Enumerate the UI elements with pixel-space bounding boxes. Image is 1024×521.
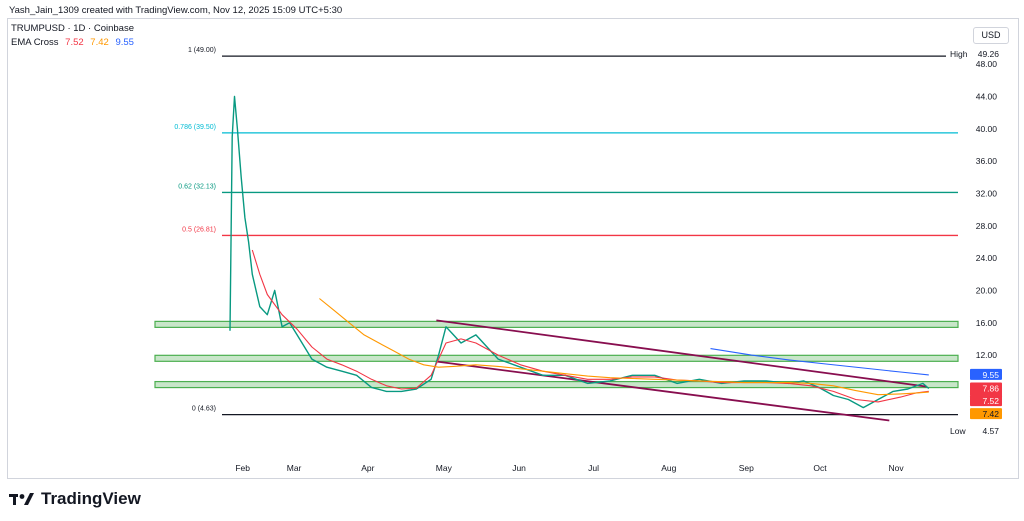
y-tick-5: 32.00 [976, 188, 998, 198]
y-tick-1: 48.00 [976, 59, 998, 69]
indicator-legend[interactable]: EMA Cross 7.52 7.42 9.55 [11, 37, 134, 48]
price-label-box-1 [946, 48, 1002, 60]
ema-value-3: 9.55 [115, 37, 134, 48]
fib-label-5: 0 (4.63) [192, 406, 216, 413]
x-tick-1: Feb [235, 463, 250, 473]
x-tick-7: Aug [661, 463, 676, 473]
fib-label-4: 0.5 (26.81) [182, 226, 216, 233]
price-label-tag-1: High [950, 49, 968, 59]
tradingview-logo[interactable]: TradingView [9, 489, 141, 509]
price-label-value-5: 7.42 [982, 409, 999, 419]
x-tick-9: Oct [813, 463, 827, 473]
x-tick-2: Mar [287, 463, 302, 473]
descending-channel [436, 319, 927, 422]
series-line-4 [710, 348, 929, 376]
ema-value-2: 7.42 [90, 37, 109, 48]
channel-upper-line [436, 319, 927, 388]
indicator-name: EMA Cross [11, 37, 59, 48]
price-series [229, 95, 930, 409]
x-tick-10: Nov [888, 463, 904, 473]
x-tick-8: Sep [739, 463, 754, 473]
y-tick-8: 20.00 [976, 285, 998, 295]
price-label-box-4 [970, 395, 1002, 407]
fib-label-2: 0.786 (39.50) [174, 124, 216, 131]
x-tick-3: Apr [361, 463, 374, 473]
price-label-box-2 [970, 368, 1002, 380]
price-label-tag-6: Low [950, 426, 966, 436]
support-zone-1 [154, 320, 959, 328]
time-axis: Feb Mar Apr May Jun Jul Aug Sep Oct Nov [235, 463, 904, 473]
x-tick-5: Jun [512, 463, 526, 473]
symbol-legend[interactable]: TRUMPUSD · 1D · Coinbase [11, 23, 134, 34]
price-label-box-5 [970, 408, 1002, 420]
y-tick-2: 44.00 [976, 92, 998, 102]
price-label-value-4: 7.52 [982, 396, 999, 406]
price-label-value-3: 7.86 [982, 384, 999, 394]
brand-name: TradingView [41, 489, 141, 508]
fib-label-3: 0.62 (32.13) [178, 183, 216, 190]
price-label-value-2: 9.55 [982, 370, 999, 380]
support-zone-3 [154, 380, 959, 389]
x-tick-6: Jul [588, 463, 599, 473]
fib-label-1: 1 (49.00) [188, 47, 216, 54]
x-tick-4: May [436, 463, 453, 473]
price-label-value-6: 4.57 [982, 426, 999, 436]
y-tick-3: 40.00 [976, 124, 998, 134]
series-line-2 [251, 249, 929, 403]
y-tick-7: 24.00 [976, 253, 998, 263]
tradingview-logo-icon [9, 493, 34, 505]
y-tick-9: 16.00 [976, 318, 998, 328]
y-tick-4: 36.00 [976, 156, 998, 166]
y-tick-10: 12.00 [976, 350, 998, 360]
price-label-value-1: 49.26 [978, 49, 1000, 59]
y-tick-6: 28.00 [976, 221, 998, 231]
series-line-3 [319, 298, 929, 396]
price-label-box-6 [946, 425, 1002, 437]
chart-credit: Yash_Jain_1309 created with TradingView.… [9, 5, 343, 16]
fib-levels: 1 (49.00) 0.786 (39.50) 0.62 (32.13) 0.5 (2… [174, 47, 958, 416]
chart-frame [7, 18, 1019, 479]
ema-value-1: 7.52 [65, 37, 84, 48]
price-axis: 48.00 44.00 40.00 36.00 32.00 28.00 24.00 20.00… [976, 59, 998, 392]
support-zones [154, 320, 959, 389]
support-zone-2 [154, 354, 959, 362]
channel-lower-line [436, 360, 890, 422]
currency-button[interactable]: USD [973, 27, 1009, 44]
